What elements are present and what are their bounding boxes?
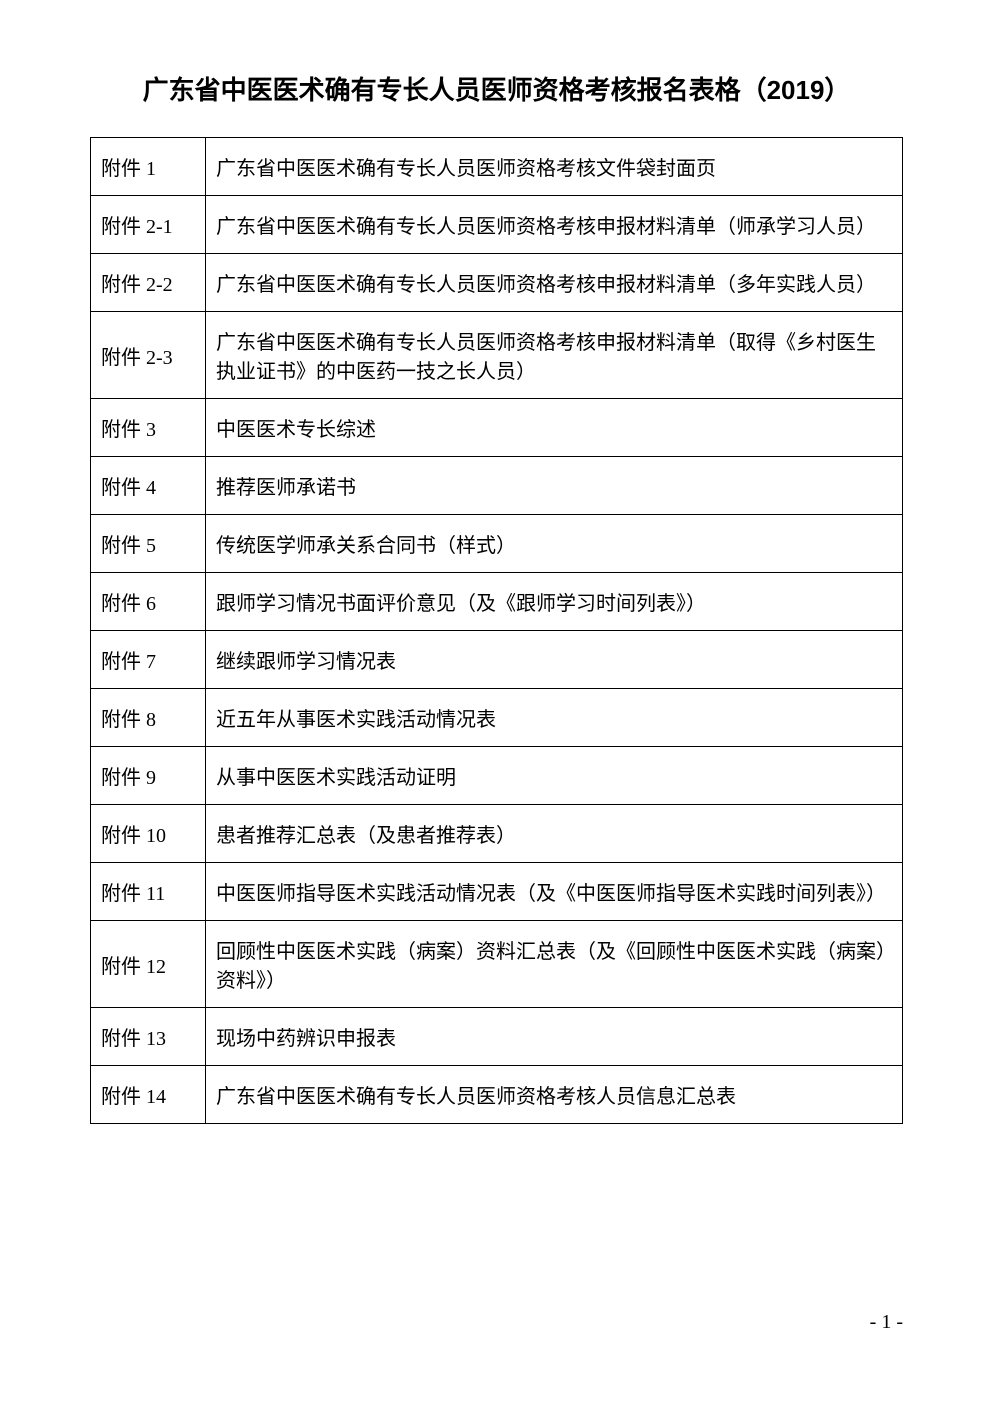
row-desc: 广东省中医医术确有专长人员医师资格考核文件袋封面页	[206, 138, 903, 196]
table-row: 附件 7 继续跟师学习情况表	[91, 631, 903, 689]
row-label: 附件 10	[91, 805, 206, 863]
row-desc: 中医医术专长综述	[206, 399, 903, 457]
row-desc: 从事中医医术实践活动证明	[206, 747, 903, 805]
table-row: 附件 13 现场中药辨识申报表	[91, 1008, 903, 1066]
row-label: 附件 5	[91, 515, 206, 573]
row-label: 附件 8	[91, 689, 206, 747]
table-row: 附件 10 患者推荐汇总表（及患者推荐表）	[91, 805, 903, 863]
row-desc: 广东省中医医术确有专长人员医师资格考核申报材料清单（取得《乡村医生执业证书》的中…	[206, 312, 903, 399]
row-label: 附件 13	[91, 1008, 206, 1066]
table-row: 附件 2-1 广东省中医医术确有专长人员医师资格考核申报材料清单（师承学习人员）	[91, 196, 903, 254]
table-row: 附件 5 传统医学师承关系合同书（样式）	[91, 515, 903, 573]
row-desc: 中医医师指导医术实践活动情况表（及《中医医师指导医术实践时间列表》）	[206, 863, 903, 921]
table-row: 附件 3 中医医术专长综述	[91, 399, 903, 457]
table-row: 附件 1 广东省中医医术确有专长人员医师资格考核文件袋封面页	[91, 138, 903, 196]
table-body: 附件 1 广东省中医医术确有专长人员医师资格考核文件袋封面页 附件 2-1 广东…	[91, 138, 903, 1124]
table-row: 附件 11 中医医师指导医术实践活动情况表（及《中医医师指导医术实践时间列表》）	[91, 863, 903, 921]
table-row: 附件 12 回顾性中医医术实践（病案）资料汇总表（及《回顾性中医医术实践（病案）…	[91, 921, 903, 1008]
row-desc: 现场中药辨识申报表	[206, 1008, 903, 1066]
attachments-table: 附件 1 广东省中医医术确有专长人员医师资格考核文件袋封面页 附件 2-1 广东…	[90, 137, 903, 1124]
row-label: 附件 1	[91, 138, 206, 196]
row-label: 附件 3	[91, 399, 206, 457]
row-desc: 跟师学习情况书面评价意见（及《跟师学习时间列表》）	[206, 573, 903, 631]
table-row: 附件 4 推荐医师承诺书	[91, 457, 903, 515]
page-title: 广东省中医医术确有专长人员医师资格考核报名表格（2019）	[90, 70, 903, 107]
row-label: 附件 2-1	[91, 196, 206, 254]
row-label: 附件 2-3	[91, 312, 206, 399]
table-row: 附件 2-3 广东省中医医术确有专长人员医师资格考核申报材料清单（取得《乡村医生…	[91, 312, 903, 399]
row-desc: 继续跟师学习情况表	[206, 631, 903, 689]
table-row: 附件 8 近五年从事医术实践活动情况表	[91, 689, 903, 747]
row-desc: 广东省中医医术确有专长人员医师资格考核人员信息汇总表	[206, 1066, 903, 1124]
row-label: 附件 14	[91, 1066, 206, 1124]
table-row: 附件 2-2 广东省中医医术确有专长人员医师资格考核申报材料清单（多年实践人员）	[91, 254, 903, 312]
row-label: 附件 6	[91, 573, 206, 631]
row-label: 附件 9	[91, 747, 206, 805]
row-desc: 广东省中医医术确有专长人员医师资格考核申报材料清单（多年实践人员）	[206, 254, 903, 312]
row-desc: 患者推荐汇总表（及患者推荐表）	[206, 805, 903, 863]
row-desc: 广东省中医医术确有专长人员医师资格考核申报材料清单（师承学习人员）	[206, 196, 903, 254]
page-number: - 1 -	[870, 1311, 903, 1334]
row-label: 附件 11	[91, 863, 206, 921]
row-label: 附件 4	[91, 457, 206, 515]
row-label: 附件 2-2	[91, 254, 206, 312]
row-desc: 近五年从事医术实践活动情况表	[206, 689, 903, 747]
table-row: 附件 9 从事中医医术实践活动证明	[91, 747, 903, 805]
row-desc: 传统医学师承关系合同书（样式）	[206, 515, 903, 573]
row-desc: 回顾性中医医术实践（病案）资料汇总表（及《回顾性中医医术实践（病案）资料》）	[206, 921, 903, 1008]
table-row: 附件 6 跟师学习情况书面评价意见（及《跟师学习时间列表》）	[91, 573, 903, 631]
row-desc: 推荐医师承诺书	[206, 457, 903, 515]
row-label: 附件 7	[91, 631, 206, 689]
table-row: 附件 14 广东省中医医术确有专长人员医师资格考核人员信息汇总表	[91, 1066, 903, 1124]
row-label: 附件 12	[91, 921, 206, 1008]
